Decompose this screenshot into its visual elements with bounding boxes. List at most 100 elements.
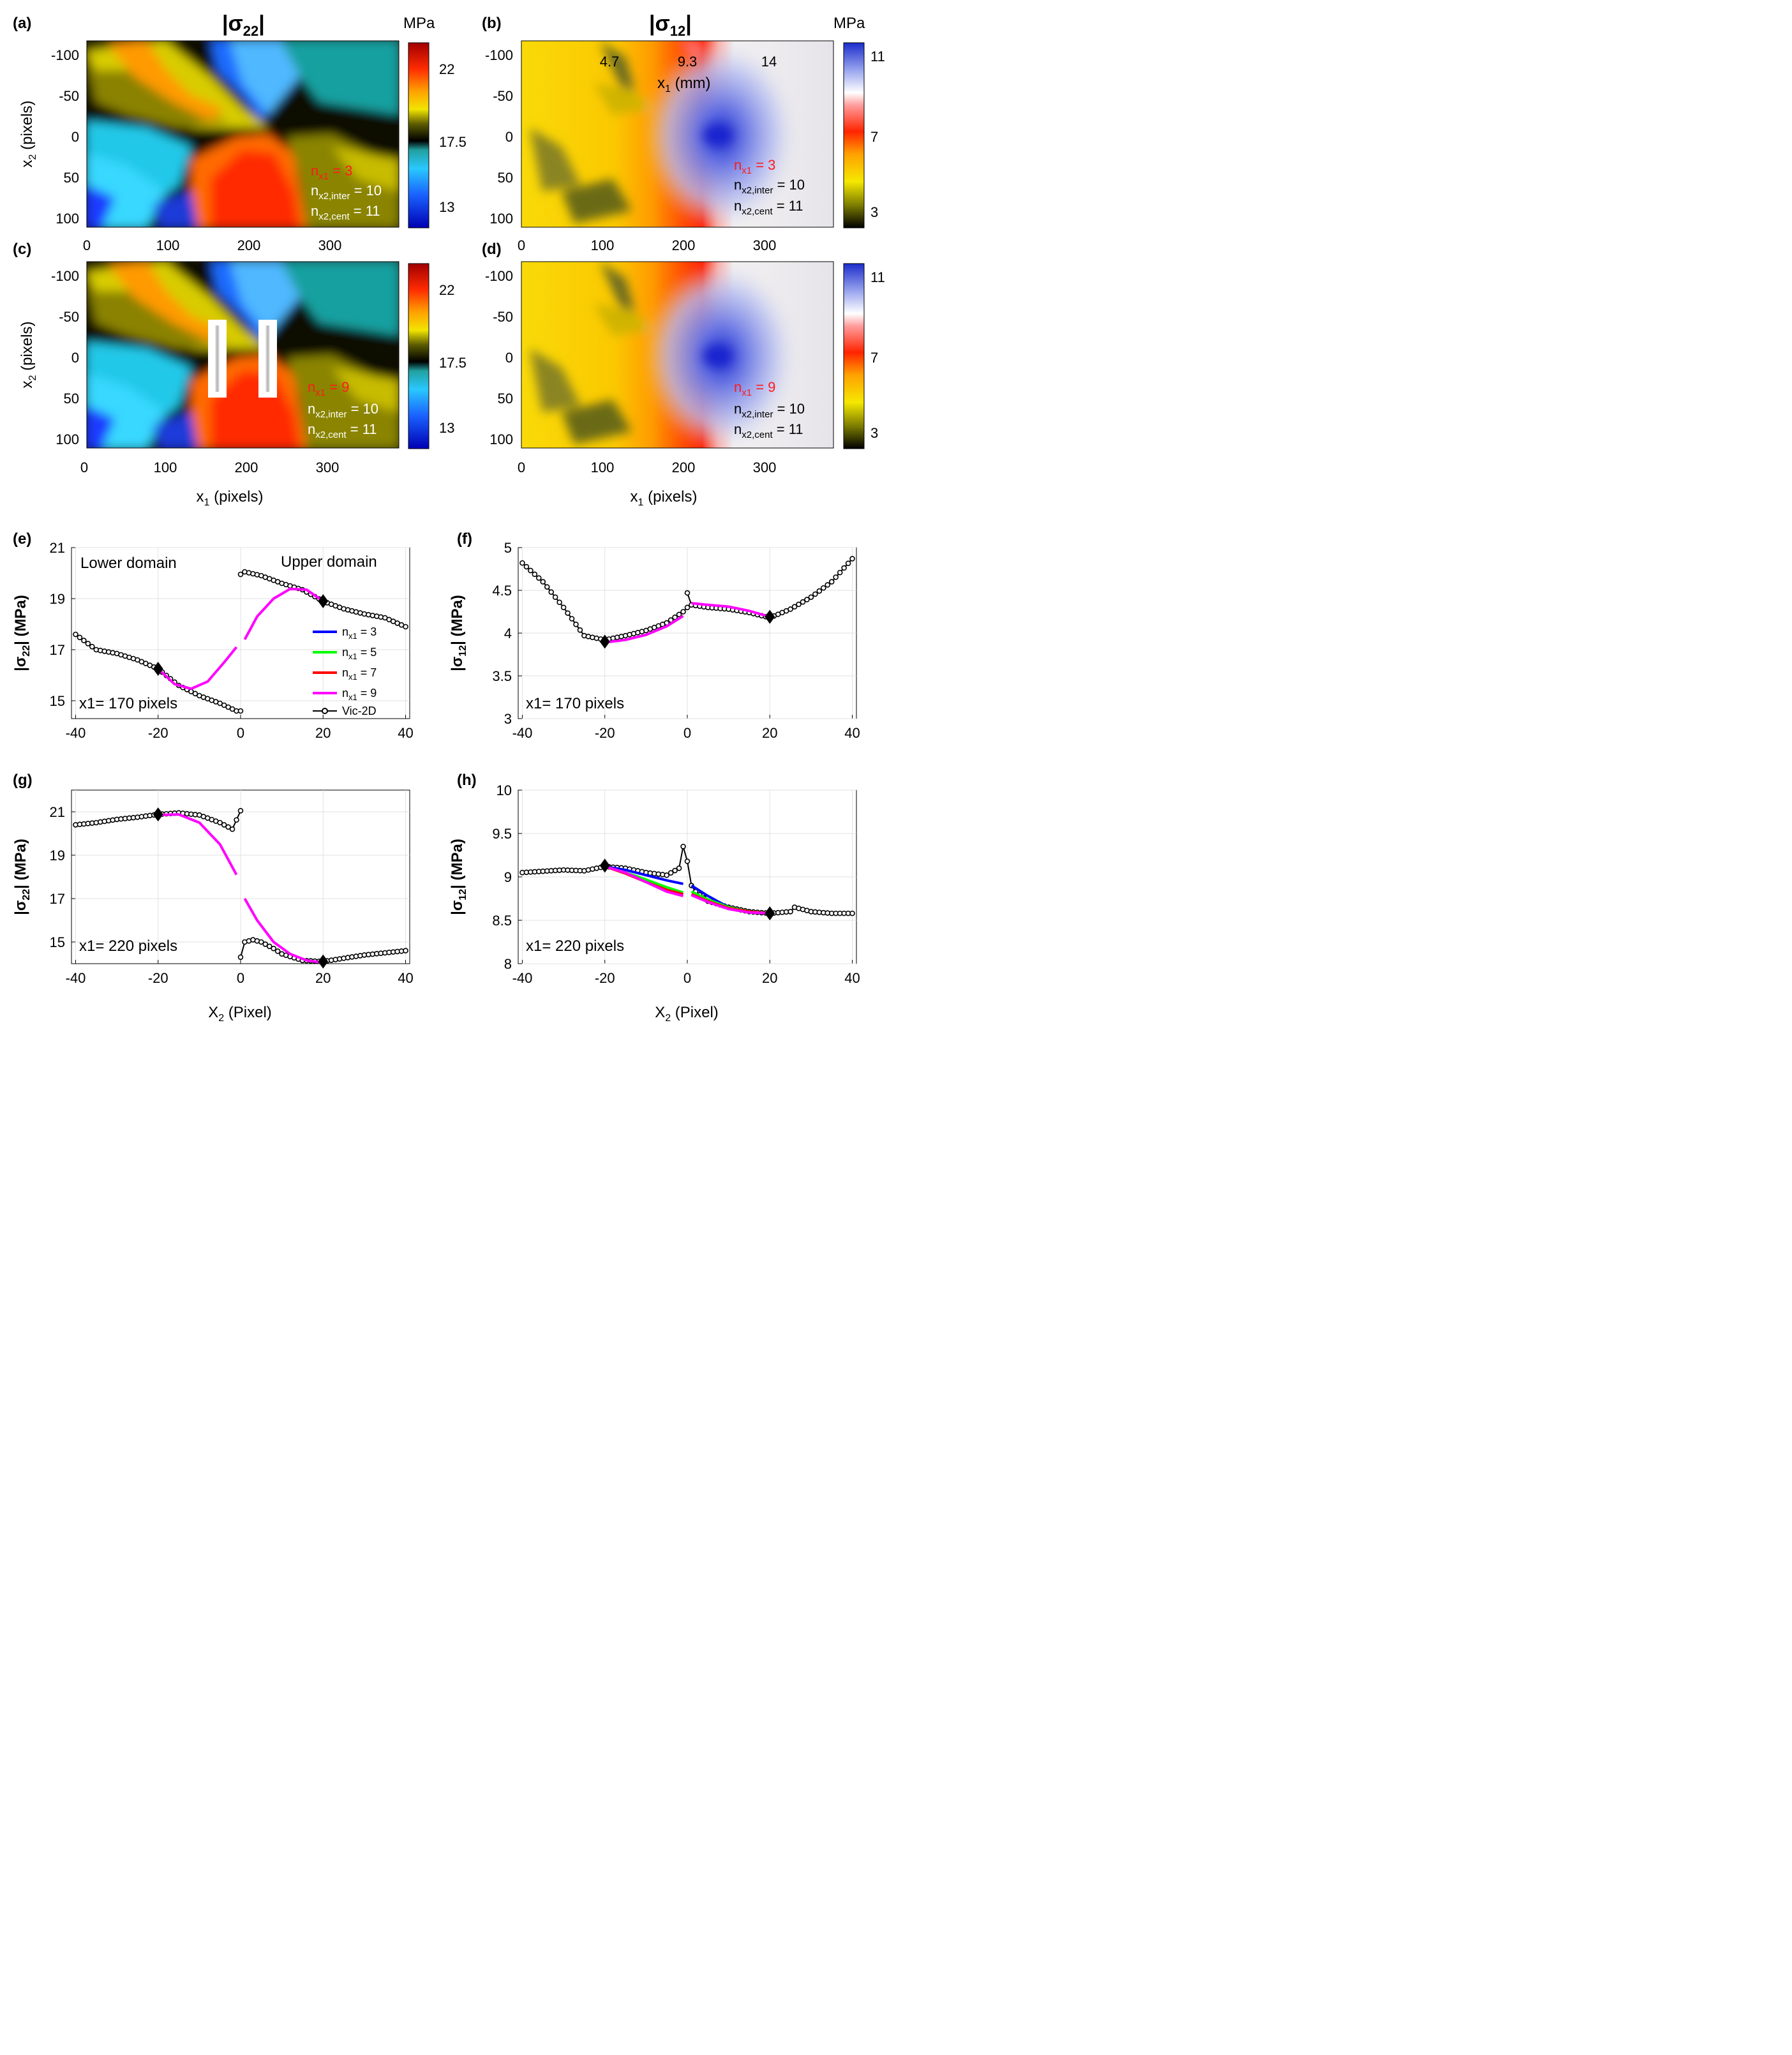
x-tick-label: 0 [683, 725, 691, 741]
diamond-marker [599, 634, 610, 649]
diamond-marker [318, 954, 329, 969]
vic2d-point [274, 948, 281, 954]
heatmap-c-cent: nx2,cent = 11 [308, 421, 377, 440]
panel-d: (d) -100 -50 0 50 100 [482, 241, 885, 508]
diamond-marker [153, 662, 163, 676]
panel-g-label: (g) [13, 772, 33, 789]
x-tick: 100 [154, 460, 177, 475]
colorbar-b-tick: 7 [870, 129, 878, 145]
x-tick-label: 20 [762, 725, 777, 741]
legend-nx1-3: nx1 = 3 [342, 625, 377, 641]
x-tick-label: 0 [683, 970, 691, 986]
y-tick: -100 [51, 47, 79, 63]
x-tick-label: 40 [398, 970, 413, 986]
vic2d-point [519, 560, 525, 566]
vic2d-point [833, 574, 839, 580]
x-tick: 0 [518, 460, 525, 475]
series-n-x1-9-lower [604, 615, 684, 644]
heatmap-b-inter: nx2,inter = 10 [734, 177, 805, 196]
series-n-x1-9-lower [604, 865, 684, 897]
colorbar-b-tick: 3 [870, 204, 878, 220]
vic2d-point [221, 822, 227, 828]
vic2d-point [569, 616, 575, 622]
vic2d-point [225, 824, 231, 830]
vic2d-point [788, 606, 793, 612]
vic2d-point [548, 589, 555, 595]
heatmap-b-yticks: -100 -50 0 50 100 [485, 47, 513, 227]
heatmap-c-frame [86, 261, 399, 449]
vic2d-point [262, 941, 269, 947]
x-tick: 200 [237, 237, 261, 253]
ylabel-sub: 2 [27, 154, 38, 160]
y-tick: 100 [56, 431, 79, 447]
x-tick-label: -20 [595, 970, 615, 986]
panel-a-title: |σ22| [222, 11, 265, 39]
heatmap-c-nx1: nx1 = 9 [308, 379, 349, 398]
x-tick-label: -40 [512, 725, 533, 741]
y-tick: 0 [71, 350, 79, 366]
plot-e-annotation: x1= 170 pixels [79, 695, 177, 712]
y-tick: 50 [64, 170, 79, 186]
colorbar-a-tick: 17.5 [439, 134, 467, 150]
panel-b: (b) |σ12| MPa 4.7 9.3 14 [482, 11, 885, 253]
colorbar-a-tick: 13 [439, 199, 454, 215]
plot-f-annotation: x1= 170 pixels [526, 695, 624, 712]
legend-e: nx1 = 3 nx1 = 5 nx1 = 7 nx1 = 9 Vic-2D [313, 625, 377, 717]
y-tick-label: 15 [50, 934, 65, 950]
x-tick: 100 [156, 237, 180, 253]
y-tick-label: 4 [504, 625, 512, 641]
vic2d-point [796, 601, 802, 608]
diamond-marker [765, 906, 775, 921]
extraction-bar-170-line [215, 325, 220, 392]
y-tick: -50 [59, 309, 79, 325]
panel-c: (c) [13, 241, 467, 508]
series-n-x1-9-lower [157, 646, 238, 691]
heatmap-c-inter: nx2,inter = 10 [308, 401, 378, 420]
heatmap-b-frame [521, 40, 834, 228]
heatmap-a-ylabel: x2 (pixels) [19, 101, 38, 168]
panel-b-title: |σ12| [649, 11, 692, 39]
plot-g-xlabel: X2 (Pixel) [208, 1004, 272, 1024]
heatmap-a-inter: nx2,inter = 10 [311, 183, 382, 202]
x-tick: 100 [591, 237, 615, 253]
vic2d-point [577, 627, 583, 633]
vic2d-point [85, 641, 91, 646]
colorbar-d-tick: 3 [870, 425, 878, 441]
y-tick: -100 [51, 268, 79, 284]
diamond-marker [599, 858, 610, 873]
heatmap-c [86, 261, 399, 449]
vic2d-point [217, 819, 223, 826]
x-tick-label: -20 [148, 725, 168, 741]
vic2d-point [528, 567, 534, 574]
x-tick-label: -40 [66, 970, 86, 986]
x-tick-label: -20 [595, 725, 615, 741]
panel-h: (h) -40 -20 0 20 40 8 8.5 9 9.5 10 x1= 220 pixels… [449, 772, 860, 1024]
x-tick: 0 [518, 237, 525, 253]
x-tick-label: 40 [398, 725, 413, 741]
vic2d-point [672, 867, 678, 874]
y-tick-label: 10 [497, 782, 512, 798]
vic2d-point [266, 943, 273, 950]
vic2d-point [540, 579, 546, 585]
extraction-bar-220-line [265, 325, 270, 392]
vic2d-point [81, 638, 87, 643]
y-tick-label: 17 [50, 891, 65, 907]
heatmap-c-yticks: -100 -50 0 50 100 [51, 268, 79, 447]
x-tick-label: -40 [512, 970, 533, 986]
panel-h-label: (h) [457, 772, 477, 789]
vic2d-point [845, 560, 851, 566]
y-tick: -50 [59, 88, 79, 104]
heatmap-b-cent: nx2,cent = 11 [734, 198, 803, 217]
y-tick: -100 [485, 47, 513, 63]
vic2d-point [684, 590, 691, 596]
panel-a-unit: MPa [403, 15, 435, 32]
colorbar-b-tick: 11 [870, 49, 885, 64]
panel-f-label: (f) [457, 530, 472, 548]
x-tick-label: 20 [315, 725, 331, 741]
vic2d-point [684, 604, 691, 611]
colorbar-c [408, 263, 429, 449]
vic2d-point [837, 569, 843, 576]
vic2d-point [812, 591, 818, 597]
x-tick: 300 [753, 460, 777, 475]
vic2d-point [804, 597, 810, 602]
